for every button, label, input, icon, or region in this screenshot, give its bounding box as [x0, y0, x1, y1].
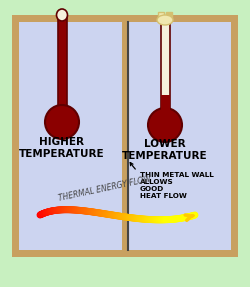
Text: THIN METAL WALL
ALLOWS
GOOD
HEAT FLOW: THIN METAL WALL ALLOWS GOOD HEAT FLOW [130, 162, 214, 199]
Bar [19, 22, 122, 250]
Bar [161, 95, 170, 125]
Bar [166, 12, 172, 20]
Text: LOWER
TEMPERATURE: LOWER TEMPERATURE [122, 139, 208, 161]
Circle shape [148, 108, 182, 142]
Bar [158, 12, 164, 20]
Bar [161, 20, 170, 125]
Bar [58, 15, 67, 122]
Ellipse shape [56, 9, 68, 21]
Circle shape [45, 105, 79, 139]
Bar [12, 15, 238, 257]
Text: HIGHER
TEMPERATURE: HIGHER TEMPERATURE [19, 137, 105, 159]
Ellipse shape [157, 15, 173, 25]
Text: THERMAL ENERGY FLOW: THERMAL ENERGY FLOW [58, 174, 152, 203]
Bar [128, 22, 231, 250]
